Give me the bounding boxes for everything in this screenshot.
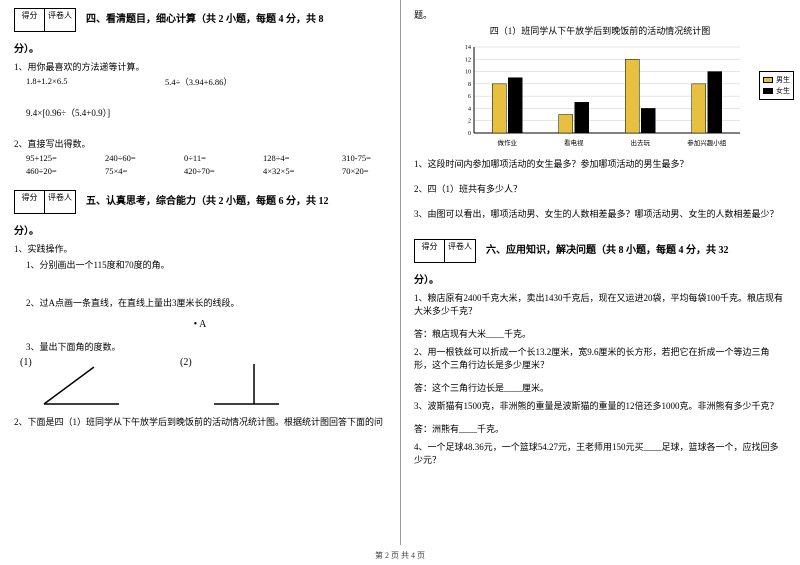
c-r2-3: 4×32×5=: [263, 166, 318, 176]
legend-boy-label: 男生: [776, 75, 790, 85]
a6-2: 答：这个三角行边长是____厘米。: [414, 381, 786, 394]
svg-text:出去玩: 出去玩: [631, 138, 651, 147]
q6-4: 4、一个足球48.36元，一个篮球54.27元，王老师用150元买____足球，…: [414, 440, 786, 466]
svg-text:参加兴趣小组: 参加兴趣小组: [687, 138, 727, 147]
angle-2-svg: [194, 359, 294, 409]
q6-1: 1、粮店原有2400千克大米，卖出1430千克后，现在又运进20袋，平均每袋10…: [414, 291, 786, 317]
c-r1-0: 95+125=: [26, 153, 81, 163]
judge-label-6: 评卷人: [445, 240, 475, 262]
angle-1-svg: [34, 359, 134, 409]
a6-2-text: 答：这个三角行边长是____厘米。: [414, 383, 549, 393]
svg-text:12: 12: [465, 57, 471, 63]
a6-3: 答：洲熊有____千克。: [414, 422, 786, 435]
score-label-6: 得分: [415, 240, 445, 262]
score-box: 得分 评卷人: [14, 8, 76, 32]
calc-row-1: 1.8+1.2×6.5 5.4÷（3.94+6.86）: [26, 76, 386, 88]
q4-2: 2、直接写出得数。: [14, 137, 386, 150]
q6-3: 3、波斯猫有1500克，非洲熊的重量是波斯猫的重量的12倍还多1000克。非洲熊…: [414, 399, 786, 412]
q5-1-2: 2、过A点画一条直线，在直线上量出3厘米长的线段。: [26, 296, 386, 309]
a6-3-text: 答：洲熊有____千克。: [414, 424, 504, 434]
score-box-6: 得分 评卷人: [414, 239, 476, 263]
angle-2-label: (2): [180, 357, 192, 368]
right-column: 题。 四（1）班同学从下午放学后到晚饭前的活动情况统计图 0 2 4 6 8 10 12 14…: [400, 0, 800, 565]
score-box-5: 得分 评卷人: [14, 190, 76, 214]
svg-text:2: 2: [468, 119, 471, 125]
svg-text:看电视: 看电视: [564, 138, 584, 147]
section-6-header: 得分 评卷人 六、应用知识，解决问题（共 8 小题，每题 4 分，共 32: [414, 239, 786, 267]
c-r2-4: 70×20=: [342, 166, 397, 176]
legend-boy: 男生: [763, 75, 790, 85]
q5-1: 1、实践操作。: [14, 242, 386, 255]
calc-row-2a: 95+125= 240÷60= 0÷11= 128÷4= 310-75=: [26, 153, 386, 163]
c-r1-2: 0÷11=: [184, 153, 239, 163]
point-a: • A: [14, 319, 386, 330]
score-label: 得分: [15, 9, 45, 31]
angle-1: (1): [34, 359, 134, 409]
bar-chart: 0 2 4 6 8 10 12 14 做作业 看电视 出去玩 参加兴趣小组: [450, 41, 750, 151]
calc-row-2b: 460÷20= 75×4= 420÷70= 4×32×5= 70×20=: [26, 166, 386, 176]
legend-girl-swatch: [763, 88, 773, 94]
svg-text:0: 0: [468, 131, 471, 137]
angle-1-label: (1): [20, 357, 32, 368]
section-4-header: 得分 评卷人 四、看清题目，细心计算（共 2 小题，每题 4 分，共 8: [14, 8, 386, 36]
legend-girl-label: 女生: [776, 86, 790, 96]
chart-title: 四（1）班同学从下午放学后到晚饭前的活动情况统计图: [414, 24, 786, 37]
section-5-cont: 分）。: [14, 222, 386, 237]
q4-1: 1、用你最喜欢的方法递等计算。: [14, 60, 386, 73]
c-r2-2: 420÷70=: [184, 166, 239, 176]
section-5-title: 五、认真思考，综合能力（共 2 小题，每题 6 分，共 12: [86, 196, 329, 207]
a6-1: 答：粮店现有大米____千克。: [414, 327, 786, 340]
calc-1a: 1.8+1.2×6.5: [26, 76, 81, 88]
q5-1-1: 1、分别画出一个115度和70度的角。: [26, 258, 386, 271]
section-6-title: 六、应用知识，解决问题（共 8 小题，每题 4 分，共 32: [486, 245, 729, 256]
svg-text:6: 6: [468, 94, 471, 100]
judge-label: 评卷人: [45, 9, 75, 31]
chart-q1: 1、这段时间内参加哪项活动的女生最多？参加哪项活动的男生最多？: [414, 157, 786, 170]
c-r2-1: 75×4=: [105, 166, 160, 176]
section-6-cont: 分）。: [414, 271, 786, 286]
q6-2: 2、用一根铁丝可以折成一个长13.2厘米，宽9.6厘米的长方形，若把它在折成一个…: [414, 345, 786, 371]
svg-text:4: 4: [468, 106, 471, 112]
chart-q3: 3、由图可以看出，哪项活动男、女生的人数相差最多？哪项活动男、女生的人数相差最少…: [414, 207, 786, 220]
a6-1-text: 答：粮店现有大米____千克。: [414, 329, 531, 339]
angle-2: (2): [194, 359, 294, 409]
page-footer: 第 2 页 共 4 页: [0, 550, 800, 561]
legend-girl: 女生: [763, 86, 790, 96]
score-label-5: 得分: [15, 191, 45, 213]
angle-figures: (1) (2): [34, 359, 386, 409]
c-r1-4: 310-75=: [342, 153, 397, 163]
section-5-header: 得分 评卷人 五、认真思考，综合能力（共 2 小题，每题 6 分，共 12: [14, 190, 386, 218]
q5-1-3: 3、量出下面角的度数。: [26, 340, 386, 353]
c-r2-0: 460÷20=: [26, 166, 81, 176]
legend-boy-swatch: [763, 77, 773, 83]
chart-q2: 2、四（1）班共有多少人？: [414, 182, 786, 195]
right-top: 题。: [414, 8, 786, 21]
judge-label-5: 评卷人: [45, 191, 75, 213]
calc-1c: 9.4×[0.96÷（5.4+0.9）]: [26, 106, 386, 119]
calc-1b: 5.4÷（3.94+6.86）: [165, 76, 232, 88]
section-4-title: 四、看清题目，细心计算（共 2 小题，每题 4 分，共 8: [86, 14, 324, 25]
chart-container: 02468101214做作业看电视出去玩参加兴趣小组 男生 女生: [450, 41, 750, 151]
section-4-cont: 分）。: [14, 40, 386, 55]
svg-text:14: 14: [465, 45, 471, 51]
c-r1-1: 240÷60=: [105, 153, 160, 163]
q5-2: 2、下面是四（1）班同学从下午放学后到晚饭前的活动情况统计图。根据统计图回答下面…: [14, 415, 386, 428]
svg-text:8: 8: [468, 82, 471, 88]
left-column: 得分 评卷人 四、看清题目，细心计算（共 2 小题，每题 4 分，共 8 分）。…: [0, 0, 400, 565]
svg-text:10: 10: [465, 70, 471, 76]
chart-legend: 男生 女生: [759, 71, 794, 100]
c-r1-3: 128÷4=: [263, 153, 318, 163]
svg-text:做作业: 做作业: [498, 138, 518, 147]
